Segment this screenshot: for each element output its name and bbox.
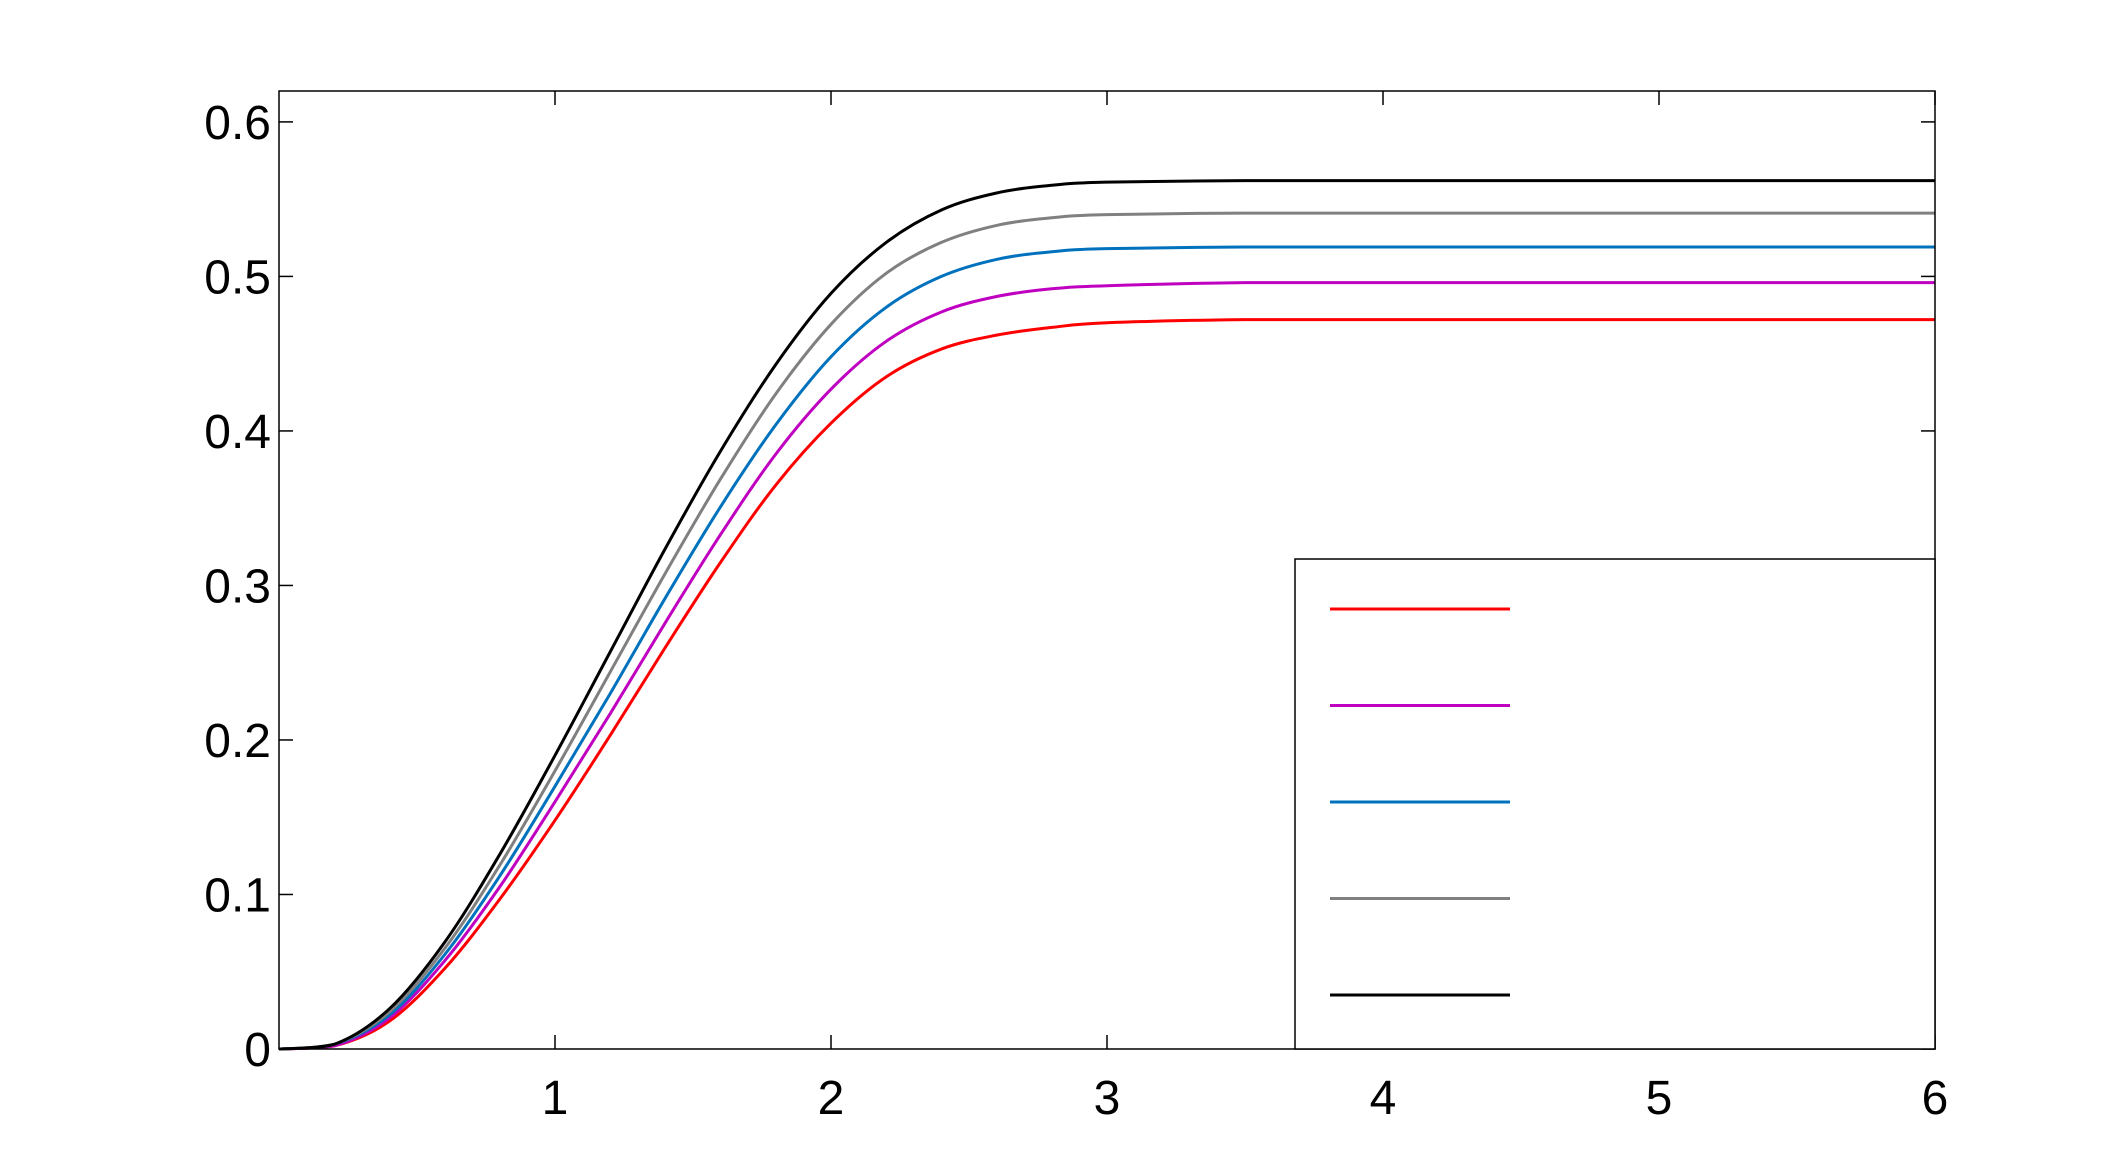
y-tick-label-7: 0.6 (204, 97, 271, 150)
x-tick-label-3: 3 (1094, 1072, 1121, 1125)
y-tick-label-6: 0.5 (204, 251, 271, 304)
legend (1294, 558, 1936, 1050)
series-line-2 (278, 281, 1935, 1051)
y-tick-label-3: 0.2 (204, 715, 271, 768)
series-line-3 (278, 245, 1935, 1051)
y-tick-label-2: 0.1 (204, 869, 271, 922)
legend-entries (1330, 607, 1510, 997)
x-tick-label-6: 6 (1922, 1072, 1949, 1125)
x-tick-label-4: 4 (1370, 1072, 1397, 1125)
y-tick-label-4: 0.3 (204, 560, 271, 613)
series-line-5 (278, 179, 1935, 1051)
x-tick-label-2: 2 (818, 1072, 845, 1125)
series-line-4 (278, 211, 1935, 1051)
series-line-1 (278, 318, 1935, 1051)
x-tick-label-5: 5 (1646, 1072, 1673, 1125)
x-tick-label-1: 1 (542, 1072, 569, 1125)
y-tick-label-5: 0.4 (204, 406, 271, 459)
y-tick-labels: 0 0.1 0.2 0.3 0.4 0.5 0.6 (204, 97, 271, 1077)
y-tick-label-1: 0 (244, 1024, 271, 1077)
legend-box (1294, 558, 1936, 1050)
series-layer (278, 179, 1935, 1051)
x-tick-labels: 1 2 3 4 5 6 (542, 1072, 1949, 1125)
